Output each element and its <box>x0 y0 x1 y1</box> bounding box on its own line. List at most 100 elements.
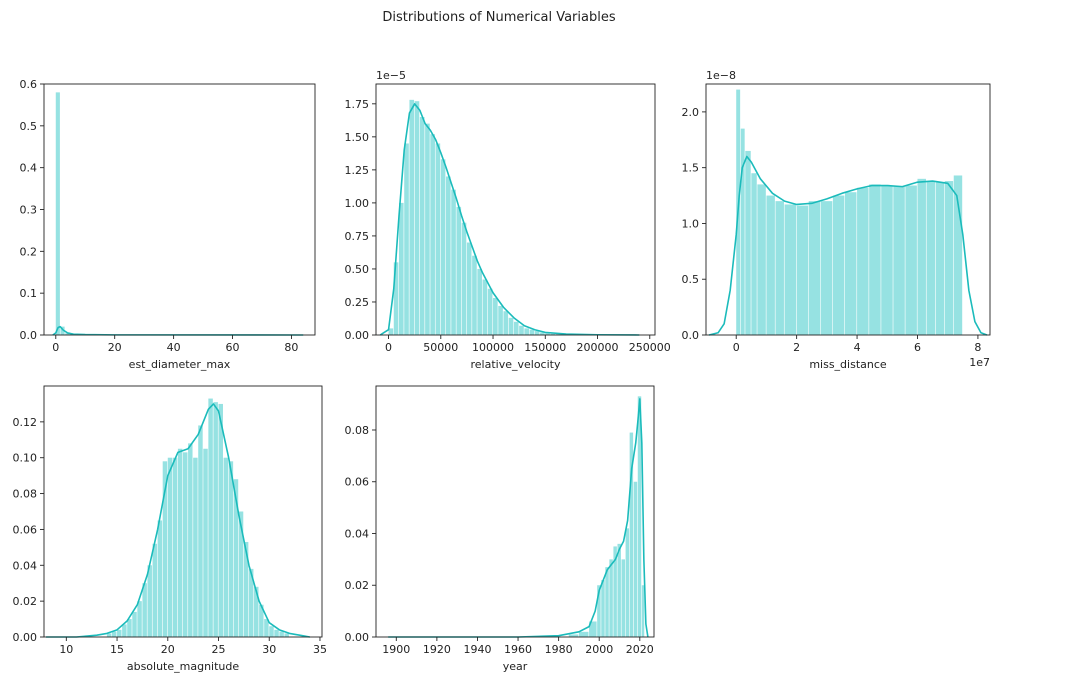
x-tick-label: 1900 <box>382 643 410 656</box>
y-tick-label: 1.50 <box>345 131 370 144</box>
y-tick-label: 0.3 <box>20 204 38 217</box>
histogram-bar <box>935 182 945 335</box>
y-tick-label: 0.5 <box>682 273 700 286</box>
histogram-bar <box>881 185 893 335</box>
x-tick-label: 0 <box>733 341 740 354</box>
histogram-bar <box>597 585 601 637</box>
x-offset-label: 1e7 <box>969 356 990 369</box>
histogram-bar <box>589 621 597 637</box>
histogram-bar <box>162 461 168 637</box>
histogram-bar <box>534 331 540 335</box>
histogram-bar <box>555 334 566 335</box>
histogram-bars <box>736 89 963 335</box>
kde-line <box>708 155 988 336</box>
histogram-bar <box>637 396 642 637</box>
histogram-bar <box>740 128 745 335</box>
histogram-bar <box>466 242 472 335</box>
y-tick-label: 1.00 <box>345 197 370 210</box>
kde-line <box>379 103 640 336</box>
histogram-bar <box>167 457 173 637</box>
histogram-bar <box>254 586 259 637</box>
x-tick-label: 6 <box>914 341 921 354</box>
histogram-bar <box>404 143 409 335</box>
histogram-bar <box>269 626 274 637</box>
x-tick-label: 80 <box>284 341 298 354</box>
histogram-bar <box>905 185 917 335</box>
y-tick-label: 0.06 <box>13 523 38 536</box>
histogram-bar <box>279 631 284 637</box>
y-tick-label: 0.50 <box>345 263 370 276</box>
axes-frame <box>375 83 656 336</box>
histogram-bar <box>487 288 493 335</box>
y-tick-label: 0.00 <box>345 329 370 342</box>
histogram-bars <box>55 92 75 336</box>
histogram-bar <box>605 567 609 637</box>
y-offset-label: 1e−8 <box>706 69 736 82</box>
y-tick-label: 0.06 <box>345 476 370 489</box>
axes-frame <box>43 83 316 336</box>
histogram-bar <box>493 298 498 335</box>
y-tick-label: 0.04 <box>13 559 38 572</box>
histogram-bar <box>529 329 535 335</box>
x-tick-label: 1980 <box>545 643 573 656</box>
chart-panel-est-diameter-max: 0 20 40 60 80 0.0 0.1 0.2 0.3 0.4 0.5 0.6 est_diamet… <box>20 78 316 371</box>
x-axis-label: est_diameter_max <box>129 358 231 371</box>
figure-title: Distributions of Numerical Variables <box>382 10 615 25</box>
histogram-bar <box>613 546 617 637</box>
x-tick-label: 2 <box>793 341 800 354</box>
histogram-bar <box>259 604 264 637</box>
histogram-bar <box>629 432 634 637</box>
kde-line <box>46 403 310 638</box>
histogram-bar <box>393 262 399 335</box>
chart-panel-year: 1900 1920 1940 1960 1980 2000 2020 0.00 0.02 0.04… <box>345 385 655 673</box>
histogram-bar <box>213 402 218 637</box>
histogram-bar <box>218 403 223 637</box>
x-axis-label: absolute_magnitude <box>127 660 240 673</box>
histogram-bar <box>621 559 625 637</box>
histogram-bar <box>132 611 137 637</box>
histogram-bar <box>425 123 430 335</box>
histogram-bar <box>796 205 809 335</box>
y-tick-label: 0.02 <box>345 579 370 592</box>
histogram-bar <box>472 255 477 335</box>
x-tick-label: 150000 <box>524 341 566 354</box>
histogram-bar <box>751 173 757 335</box>
histogram-bar <box>820 201 833 335</box>
x-tick-label: 60 <box>226 341 240 354</box>
histogram-bar <box>233 479 239 637</box>
x-tick-label: 0 <box>52 341 59 354</box>
x-tick-label: 8 <box>974 341 981 354</box>
histogram-bar <box>183 452 188 637</box>
y-tick-label: 0.10 <box>13 452 38 465</box>
histogram-bar <box>784 204 797 335</box>
histogram-bar <box>477 268 482 335</box>
histogram-bar <box>617 543 621 637</box>
histogram-bar <box>152 543 158 637</box>
histogram-bar <box>498 305 503 335</box>
histogram-bar <box>550 333 556 335</box>
histogram-bar <box>609 559 613 637</box>
x-tick-label: 1960 <box>504 643 532 656</box>
histogram-bar <box>419 117 425 335</box>
histogram-bar <box>398 202 404 335</box>
x-axis-label: miss_distance <box>809 358 887 371</box>
histogram-bar <box>641 585 645 637</box>
histogram-bar <box>508 317 514 335</box>
histogram-bar <box>926 181 936 335</box>
x-tick-label: 50000 <box>423 341 458 354</box>
histogram-bars <box>568 396 645 637</box>
histogram-bar <box>451 189 456 335</box>
y-tick-label: 0.5 <box>20 120 38 133</box>
axes-frame <box>375 385 655 638</box>
x-axis-label: year <box>503 660 528 673</box>
histogram-bar <box>65 333 70 335</box>
histogram-bar <box>243 541 249 637</box>
histogram-bar <box>757 184 766 335</box>
histogram-bar <box>122 624 127 637</box>
histogram-bar <box>513 321 519 335</box>
y-tick-label: 0.08 <box>345 424 370 437</box>
histogram-bar <box>519 325 524 335</box>
y-tick-label: 1.25 <box>345 164 370 177</box>
x-tick-label: 20 <box>108 341 122 354</box>
